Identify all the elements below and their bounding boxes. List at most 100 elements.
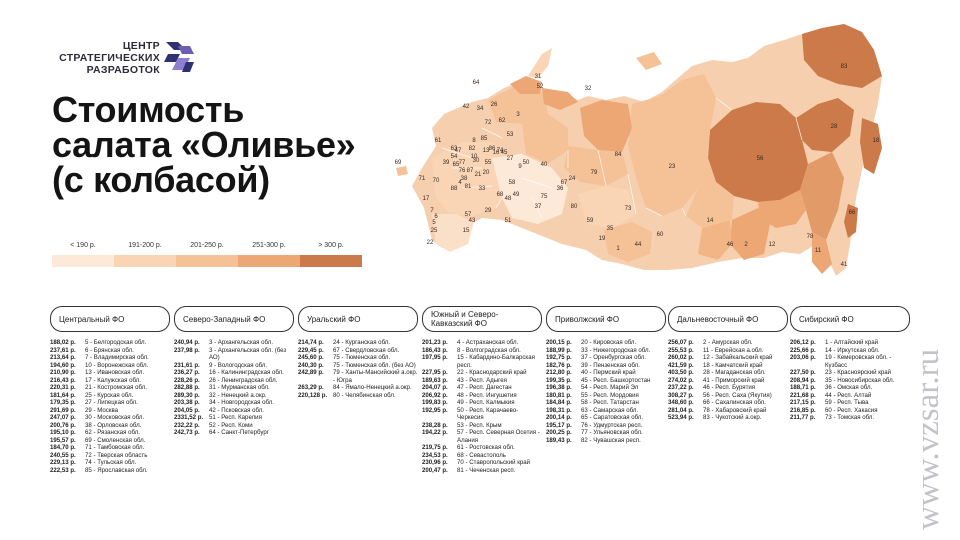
region-name: 18 - Камчатский край xyxy=(703,361,763,369)
region-name: 24 - Курганская обл. xyxy=(333,339,391,346)
map-region-label: 32 xyxy=(585,86,592,92)
map-region-label: 27 xyxy=(507,156,514,162)
price-value: 200,76 р. xyxy=(50,421,76,429)
price-value: 197,95 р. xyxy=(422,354,448,361)
region-name: 30 - Московская обл. xyxy=(85,414,145,421)
legend-label: > 300 р. xyxy=(318,242,344,249)
legend-swatch xyxy=(114,255,176,267)
price-row: 217,15 р. 59 - Респ. Тыва xyxy=(790,399,910,407)
price-value: 203,06 р. xyxy=(790,354,816,361)
region-name: 83 - Чукотский а.окр. xyxy=(703,414,762,421)
price-value: 200,14 р. xyxy=(546,414,572,421)
region-name: 4 - Астраханская обл. xyxy=(457,339,519,346)
price-row: 206,12 р. 1 - Алтайский край xyxy=(790,339,910,347)
region-name: 7 - Владимирская обл. xyxy=(85,354,149,361)
region-name: 79 - Ханты-Мансийский а.окр. - Югра xyxy=(333,369,418,384)
legend-label: 191-200 р. xyxy=(128,242,162,249)
region-name: 37 - Оренбургская обл. xyxy=(581,354,646,361)
price-value: 234,53 р. xyxy=(422,451,448,459)
region-name: 17 - Калужская обл. xyxy=(85,376,141,384)
region-name: 60 - Респ. Хакасия xyxy=(825,406,878,414)
price-value: 188,71 р. xyxy=(790,384,816,391)
district-rows: 214,74 р. 24 - Курганская обл. 229,45 р. 67… xyxy=(298,339,418,399)
legend-swatch xyxy=(52,255,114,267)
price-value: 195,10 р. xyxy=(50,429,76,436)
region-name: 69 - Смоленская обл. xyxy=(85,436,146,444)
region-name: 15 - Кабардино-Балкарская респ. xyxy=(457,354,535,369)
price-value: 236,27 р. xyxy=(174,369,200,376)
region-name: 27 - Липецкая обл. xyxy=(85,399,138,406)
price-value: 211,77 р. xyxy=(790,414,816,421)
map-region-label: 8 xyxy=(472,138,476,144)
map-region-label: 2 xyxy=(744,242,748,248)
region-name: 31 - Мурманская обл. xyxy=(209,384,270,391)
price-row: 200,14 р. 65 - Саратовская обл. xyxy=(546,414,666,422)
map-region-central xyxy=(432,142,510,216)
region-name: 25 - Курская обл. xyxy=(85,391,134,399)
logo-text: ЦЕНТР СТРАТЕГИЧЕСКИХ РАЗРАБОТОК xyxy=(54,40,160,76)
price-value: 212,80 р. xyxy=(546,369,572,376)
region-name: 63 - Самарская обл. xyxy=(581,406,639,414)
price-row: 221,68 р. 44 - Респ. Алтай xyxy=(790,392,910,400)
price-row: 230,96 р. 70 - Ставропольский край xyxy=(422,459,542,467)
price-row: 282,88 р. 31 - Мурманская обл. xyxy=(174,384,294,392)
map-region-label: 62 xyxy=(499,118,506,124)
price-row: 195,17 р. 76 - Удмуртская респ. xyxy=(546,422,666,430)
price-value: 201,23 р. xyxy=(422,339,448,346)
district-rows: 188,02 р. 5 - Белгородская обл. 237,61 р. 6… xyxy=(50,339,170,474)
region-name: 22 - Краснодарский край xyxy=(457,369,527,376)
region-name: 70 - Ставропольский край xyxy=(457,459,531,466)
watermark-text: www.vzsar.ru xyxy=(910,349,946,530)
price-row: 240,94 р. 3 - Архангельская обл. xyxy=(174,339,294,347)
map-region-murmansk xyxy=(510,76,542,94)
map-region-label: 47 xyxy=(455,148,462,154)
legend-swatch xyxy=(300,255,362,267)
map-region-label: 70 xyxy=(433,178,440,184)
logo-line-1: ЦЕНТР xyxy=(122,40,160,52)
price-row: 245,60 р. 75 - Тюменская обл. xyxy=(298,354,418,362)
price-value: 195,57 р. xyxy=(50,436,76,444)
district-rows: 201,23 р. 4 - Астраханская обл. 186,43 р. 8… xyxy=(422,339,542,474)
map-region-label: 50 xyxy=(523,160,530,166)
region-name: 75 - Тюменская обл. xyxy=(333,354,391,361)
map-region-altai xyxy=(604,222,652,262)
price-row: 227,95 р. 22 - Краснодарский край xyxy=(422,369,542,377)
region-name: 45 - Респ. Башкортостан xyxy=(581,376,651,384)
price-value: 308,27 р. xyxy=(668,391,694,399)
region-name: 49 - Респ. Калмыкия xyxy=(457,399,515,406)
region-name: 20 - Кировская обл. xyxy=(581,339,637,346)
region-name: 71 - Тамбовская обл. xyxy=(85,444,145,451)
price-value: 200,25 р. xyxy=(546,429,572,436)
price-row: 228,26 р. 26 - Ленинградская обл. xyxy=(174,377,294,385)
price-value: 214,74 р. xyxy=(298,339,324,346)
price-value: 206,92 р. xyxy=(422,391,448,399)
region-name: 21 - Костромская обл. xyxy=(85,384,148,391)
district-header: Приволжский ФО xyxy=(546,306,666,332)
price-value: 186,43 р. xyxy=(422,346,448,354)
region-name: 14 - Иркутская обл. xyxy=(825,346,880,354)
map-region-chukotka xyxy=(802,24,882,88)
map-region-label: 36 xyxy=(557,186,564,192)
price-value: 188,02 р. xyxy=(50,339,76,346)
price-row: 256,07 р. 2 - Амурская обл. xyxy=(668,339,788,347)
price-row: 2331,52 р. 51 - Респ. Карелия xyxy=(174,414,294,422)
price-row: 225,66 р. 14 - Иркутская обл. xyxy=(790,347,910,355)
price-row: 208,94 р. 35 - Новосибирская обл. xyxy=(790,377,910,385)
price-row: 274,02 р. 41 - Приморский край xyxy=(668,377,788,385)
map-region-label: 54 xyxy=(451,154,458,160)
map-region-label: 38 xyxy=(461,176,468,182)
region-name: 48 - Респ. Ингушетия xyxy=(457,391,517,399)
price-value: 182,76 р. xyxy=(546,361,572,369)
region-name: 11 - Еврейская а.обл. xyxy=(703,346,764,354)
price-value: 2331,52 р. xyxy=(174,414,204,421)
price-row: 281,04 р. 78 - Хабаровский край xyxy=(668,407,788,415)
price-row: 237,22 р. 46 - Респ. Бурятия xyxy=(668,384,788,392)
map-region-irkutsk xyxy=(686,158,734,228)
price-value: 291,69 р. xyxy=(50,406,76,414)
map-region-volga xyxy=(492,154,568,224)
price-value: 180,81 р. xyxy=(546,391,572,399)
region-name: 26 - Ленинградская обл. xyxy=(209,376,278,384)
price-value: 421,59 р. xyxy=(668,361,694,369)
